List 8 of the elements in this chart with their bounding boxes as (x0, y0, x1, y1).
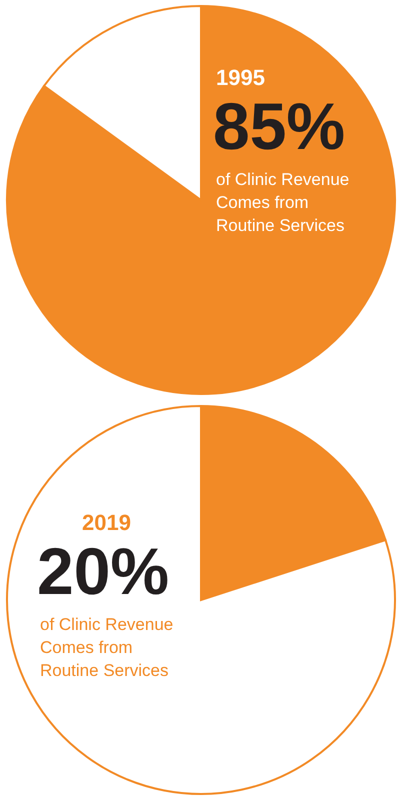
text: of Clinic Revenue Comes from Routine Services (216, 170, 350, 235)
text: of Clinic Revenue Comes from Routine Services (40, 615, 174, 680)
pie-slice (6, 405, 396, 795)
text: 1995 (216, 65, 265, 90)
text: 2019 (82, 510, 131, 535)
pie-slice (6, 5, 396, 395)
text: 20% (37, 534, 170, 608)
data-label: 85% (213, 89, 346, 163)
